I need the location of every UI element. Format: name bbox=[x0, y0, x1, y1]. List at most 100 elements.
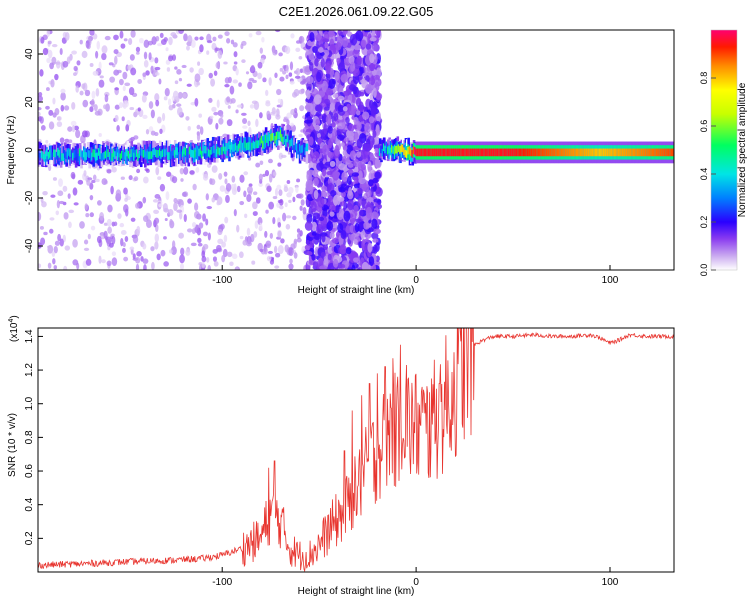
spectrogram-ridge-cell bbox=[209, 150, 212, 158]
spectrogram-cell bbox=[143, 51, 148, 60]
spectrogram-cell bbox=[279, 76, 285, 82]
spectrogram-cell bbox=[313, 151, 320, 160]
spectrogram-cell bbox=[75, 129, 81, 139]
spectrogram-cell bbox=[233, 61, 238, 65]
spectrogram-cell bbox=[322, 163, 330, 168]
spectrogram-cell bbox=[155, 166, 160, 176]
spectrogram-cell bbox=[264, 230, 268, 238]
spectrogram-cell bbox=[57, 233, 62, 242]
spectrogram-cell bbox=[212, 256, 218, 262]
spectrogram-cell bbox=[268, 173, 273, 183]
spectrogram-ridge-cell bbox=[443, 148, 447, 157]
spectrogram-cell bbox=[252, 79, 257, 84]
spectrogram-cell bbox=[334, 145, 340, 157]
spectrogram-cell bbox=[239, 200, 245, 206]
spectrogram-cell bbox=[185, 116, 190, 121]
spectrogram-cell bbox=[298, 193, 304, 199]
spectrogram-cell bbox=[312, 261, 319, 268]
snr-series-line bbox=[38, 328, 674, 572]
spectrogram-cell bbox=[70, 171, 76, 179]
spectrogram-cell bbox=[143, 39, 150, 49]
spectrogram-cell bbox=[213, 261, 219, 267]
spectrogram-cell bbox=[62, 185, 68, 192]
spectrogram-cell bbox=[206, 40, 213, 44]
spectrogram-ridge-cell bbox=[667, 148, 671, 157]
spectrogram-cell bbox=[164, 87, 170, 97]
spectrogram-cell bbox=[373, 74, 381, 80]
spectrogram-ridge-cell bbox=[558, 148, 561, 157]
spectrogram-ridge-cell bbox=[243, 142, 246, 150]
spectrogram-ridge-cell bbox=[423, 148, 427, 157]
spectrogram-cell bbox=[337, 63, 345, 72]
spectrogram-cell bbox=[187, 35, 193, 45]
spectrogram-cell bbox=[322, 38, 330, 43]
spectrogram-cell bbox=[101, 259, 106, 264]
spectrogram-cell bbox=[252, 211, 258, 217]
spectrogram-cell bbox=[279, 198, 284, 206]
spectrogram-ridge-cell bbox=[517, 148, 520, 157]
spectrogram-y-tick-label: -20 bbox=[24, 190, 35, 205]
spectrogram-cell bbox=[372, 238, 379, 243]
spectrogram-ridge-cell bbox=[259, 137, 262, 146]
spectrogram-ridge-cell bbox=[464, 148, 467, 157]
spectrogram-cell bbox=[311, 201, 317, 213]
spectrogram-cell bbox=[239, 235, 244, 240]
spectrogram-cell bbox=[362, 111, 370, 120]
spectrogram-ridge-cell bbox=[137, 153, 140, 162]
spectrogram-cell bbox=[194, 97, 199, 107]
spectrogram-cell bbox=[98, 133, 102, 138]
spectrogram-cell bbox=[113, 34, 119, 41]
spectrogram-cell bbox=[353, 131, 359, 142]
spectrogram-ridge-cell bbox=[228, 141, 231, 150]
spectrogram-cell bbox=[210, 78, 216, 87]
spectrogram-cell bbox=[224, 216, 229, 224]
spectrogram-cell bbox=[238, 82, 242, 87]
spectrogram-ridge-cell bbox=[545, 148, 549, 157]
spectrogram-cell bbox=[279, 205, 284, 210]
spectrogram-cell bbox=[49, 228, 54, 234]
spectrogram-cell bbox=[124, 197, 128, 202]
spectrogram-cell bbox=[104, 94, 109, 103]
spectrogram-ridge-cell bbox=[503, 148, 507, 157]
spectrogram-ridge-cell bbox=[384, 145, 387, 154]
spectrogram-ridge-cell bbox=[126, 148, 129, 157]
spectrogram-cell bbox=[270, 257, 275, 262]
spectrogram-cell bbox=[332, 258, 339, 268]
spectrogram-cell bbox=[233, 51, 238, 58]
spectrogram-cell bbox=[72, 259, 79, 266]
spectrogram-ridge-cell bbox=[234, 142, 238, 151]
spectrogram-cell bbox=[369, 53, 375, 64]
spectrogram-cell bbox=[163, 37, 168, 42]
spectrogram-cell bbox=[299, 230, 303, 237]
spectrogram-cell bbox=[360, 228, 366, 240]
spectrogram-cell bbox=[179, 263, 185, 270]
spectrogram-ridge-cell bbox=[252, 140, 256, 149]
spectrogram-cell bbox=[345, 247, 352, 255]
spectrogram-cell bbox=[226, 119, 233, 127]
spectrogram-ridge-cell bbox=[275, 132, 279, 140]
spectrogram-ridge-cell bbox=[131, 148, 135, 157]
spectrogram-ridge-cell bbox=[427, 148, 431, 157]
spectrogram-cell bbox=[130, 30, 136, 38]
spectrogram-cell bbox=[336, 57, 341, 64]
spectrogram-cell bbox=[343, 90, 349, 96]
spectrogram-cell bbox=[163, 96, 168, 101]
spectrogram-y-tick-label: -40 bbox=[24, 238, 35, 253]
spectrogram-cell bbox=[165, 191, 170, 201]
spectrogram-cell bbox=[350, 61, 356, 72]
spectrogram-ridge-cell bbox=[410, 148, 413, 156]
spectrogram-ridge-cell bbox=[540, 148, 543, 157]
spectrogram-cell bbox=[298, 89, 305, 95]
spectrogram-cell bbox=[337, 223, 344, 233]
spectrogram-cell bbox=[158, 203, 163, 208]
spectrogram-cell bbox=[165, 47, 169, 52]
spectrogram-ridge-cell bbox=[525, 148, 529, 157]
spectrogram-cell bbox=[67, 126, 73, 132]
spectrogram-cell bbox=[356, 151, 362, 158]
spectrogram-cell bbox=[136, 168, 141, 174]
spectrogram-cell bbox=[332, 194, 341, 207]
spectrogram-cell bbox=[127, 65, 132, 70]
spectrogram-cell bbox=[373, 198, 382, 203]
spectrogram-ridge-cell bbox=[662, 148, 666, 157]
spectrogram-cell bbox=[230, 98, 236, 104]
